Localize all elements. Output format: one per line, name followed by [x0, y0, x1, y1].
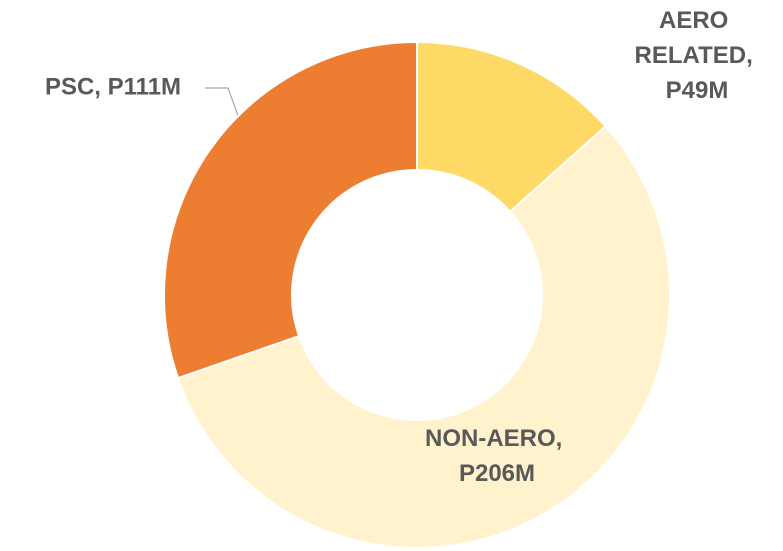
donut-slice [416, 40, 608, 214]
data-label: AERO RELATED, P49M [635, 7, 760, 104]
data-label: PSC, P111M [45, 73, 181, 100]
data-label: NON-AERO, P206M [425, 425, 569, 487]
donut-slice [163, 40, 418, 380]
donut-slice [176, 124, 671, 549]
